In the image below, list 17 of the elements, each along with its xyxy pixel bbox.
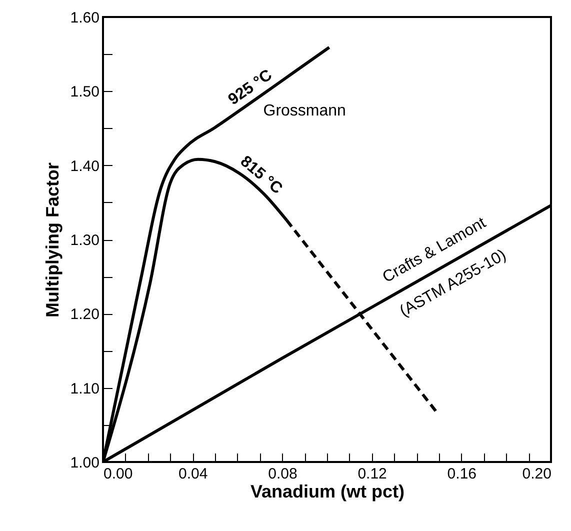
text: 815 °C — [236, 152, 286, 198]
x-tick-label: 0.08 — [268, 466, 298, 482]
y-tick-label: 1.30 — [70, 232, 100, 249]
x-tick-label: 0.16 — [447, 466, 476, 482]
y-tick-label: 1.50 — [70, 84, 100, 101]
annotation: Grossmann — [263, 102, 346, 120]
y-tick-label: 1.60 — [70, 10, 100, 26]
y-tick-label: 1.40 — [70, 158, 100, 175]
y-axis-title: Multiplying Factor — [42, 162, 62, 318]
x-axis-title: Vanadium (wt pct) — [250, 482, 405, 502]
y-tick-label: 1.20 — [70, 306, 100, 324]
x-tick-label: 0.12 — [358, 466, 387, 482]
x-tick-label: 0.20 — [522, 466, 552, 482]
x-tick-label: 0.00 — [104, 466, 133, 482]
x-tick-label: 0.04 — [178, 466, 208, 482]
y-tick-label: 1.00 — [70, 454, 100, 472]
y-tick-label: 1.10 — [70, 380, 100, 398]
